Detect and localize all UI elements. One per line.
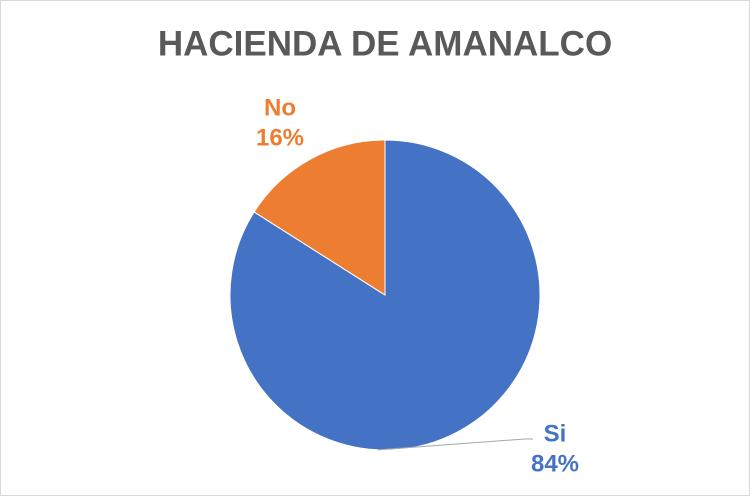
leader-line bbox=[377, 438, 533, 451]
chart-title: HACIENDA DE AMANALCO bbox=[158, 24, 612, 63]
data-label-name: Si bbox=[544, 420, 567, 447]
pie-slice bbox=[253, 139, 386, 296]
data-label-value: 16% bbox=[256, 124, 304, 151]
data-label-name: No bbox=[264, 94, 296, 121]
data-label-value: 84% bbox=[531, 450, 579, 477]
